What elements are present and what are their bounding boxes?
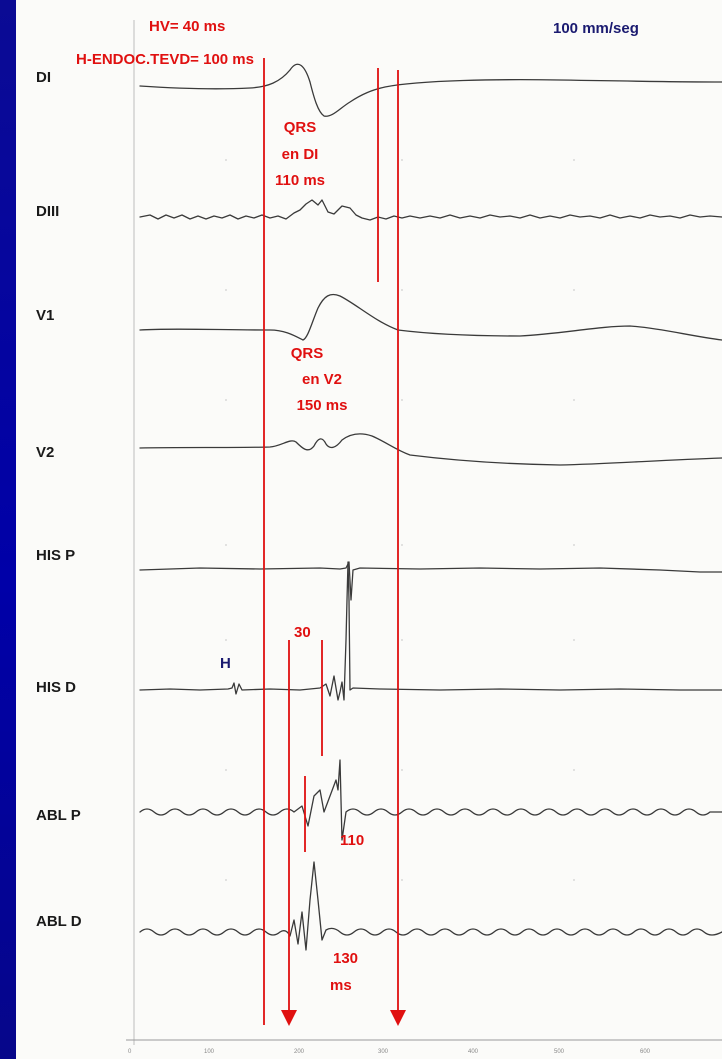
tick-label: 300: [378, 1049, 389, 1055]
trace-v2: [139, 433, 722, 466]
lead-label-diii: DIII: [36, 203, 59, 220]
arrow-down-icon: [281, 1010, 297, 1026]
tick-label: 0: [128, 1049, 132, 1055]
lead-label-abl-p: ABL P: [36, 807, 81, 824]
interval-130-line-2: ms: [330, 977, 352, 994]
interval-30-label: 30: [294, 624, 311, 641]
trace-abl-p: [139, 759, 722, 841]
lead-label-his-d: HIS D: [36, 679, 76, 696]
lead-label-his-p: HIS P: [36, 547, 75, 564]
trace-v1: [139, 293, 722, 341]
trace-his-p: [139, 561, 722, 601]
paper-speed-label: 100 mm/seg: [553, 20, 639, 37]
lead-label-di: DI: [36, 69, 51, 86]
h-endoc-interval-label: H-ENDOC.TEVD= 100 ms: [76, 51, 254, 68]
qrs-di-line-2: en DI: [282, 146, 319, 163]
tick-label: 100: [204, 1049, 215, 1055]
tick-label: 600: [640, 1049, 651, 1055]
his-potential-marker: H: [220, 655, 231, 672]
lead-label-v1: V1: [36, 307, 54, 324]
trace-di: [139, 63, 722, 117]
qrs-v2-line-1: QRS: [291, 345, 324, 362]
qrs-di-line-1: QRS: [284, 119, 317, 136]
interval-110-label: 110: [340, 832, 364, 849]
lead-label-v2: V2: [36, 444, 54, 461]
qrs-di-line-3: 110 ms: [275, 172, 325, 189]
lead-label-abl-d: ABL D: [36, 913, 82, 930]
interval-130-line-1: 130: [333, 950, 358, 967]
trace-abl-d: [139, 861, 722, 951]
qrs-di-annotation: QRS en DI 110 ms: [275, 119, 325, 189]
tick-label: 500: [554, 1049, 565, 1055]
qrs-v2-annotation: QRS en V2 150 ms: [291, 345, 348, 414]
qrs-v2-line-2: en V2: [302, 371, 342, 388]
qrs-v2-line-3: 150 ms: [297, 397, 348, 414]
grid-dots: [225, 159, 575, 881]
trace-his-d: [139, 561, 722, 701]
trace-diii: [139, 199, 722, 221]
tick-label: 200: [294, 1049, 305, 1055]
arrow-down-icon: [390, 1010, 406, 1026]
hv-interval-label: HV= 40 ms: [149, 18, 225, 35]
time-axis: 0 100 200 300 400 500 600: [128, 1049, 651, 1055]
tick-label: 400: [468, 1049, 479, 1055]
